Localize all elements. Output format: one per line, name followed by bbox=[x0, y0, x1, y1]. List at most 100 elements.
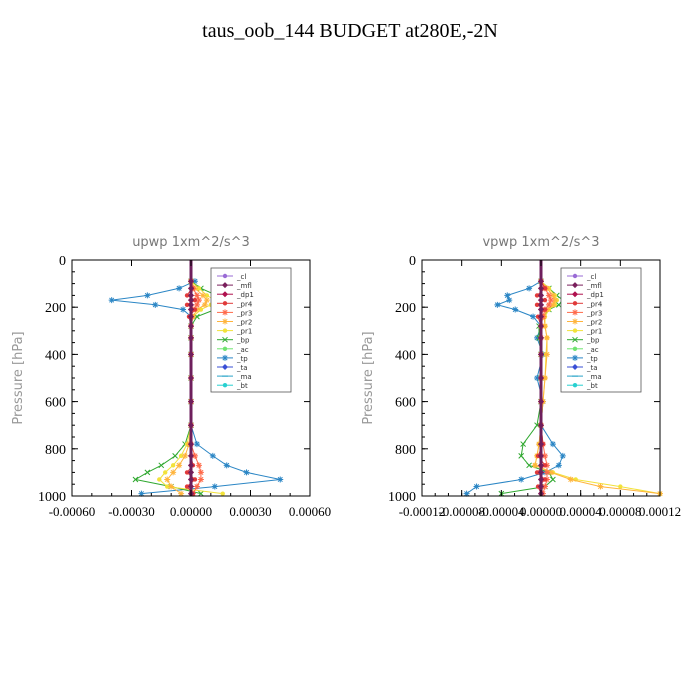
series-point bbox=[549, 441, 556, 448]
panel-title: vpwp 1xm^2/s^3 bbox=[482, 235, 599, 250]
legend-swatch-marker bbox=[572, 336, 578, 343]
series-point bbox=[168, 483, 175, 490]
legend-swatch-marker bbox=[222, 328, 228, 333]
x-tick-label: -0.00060 bbox=[49, 504, 96, 519]
series-point bbox=[197, 476, 204, 483]
series-line-tp bbox=[466, 280, 564, 495]
series-point bbox=[473, 483, 480, 490]
series-point bbox=[559, 452, 566, 459]
series-point bbox=[277, 476, 284, 483]
series-point bbox=[201, 301, 208, 308]
series-point bbox=[157, 477, 162, 482]
legend-label: _tp bbox=[586, 355, 598, 363]
series-point bbox=[549, 301, 556, 308]
y-tick-label: 200 bbox=[395, 301, 416, 316]
series-point bbox=[555, 301, 562, 308]
legend-label: _pr1 bbox=[236, 328, 252, 336]
legend-swatch-marker bbox=[572, 354, 578, 361]
series-point bbox=[543, 351, 550, 358]
legend-swatch-marker bbox=[572, 273, 578, 279]
legend-swatch-marker bbox=[222, 318, 228, 325]
series-point bbox=[195, 297, 202, 304]
series-point bbox=[196, 286, 202, 291]
series-point bbox=[193, 483, 200, 490]
series-point bbox=[547, 297, 554, 304]
series-point bbox=[191, 278, 198, 285]
series-point bbox=[198, 490, 204, 497]
series-point bbox=[545, 292, 552, 299]
series-point bbox=[545, 301, 552, 308]
series-point bbox=[144, 469, 151, 476]
x-tick-label: -0.00008 bbox=[438, 504, 485, 519]
legend-label: _bt bbox=[586, 382, 598, 390]
series-point bbox=[223, 462, 230, 469]
series-point bbox=[534, 470, 540, 475]
legend-label: _ta bbox=[236, 364, 248, 372]
series-point bbox=[551, 297, 558, 304]
x-tick-label: 0.00000 bbox=[170, 504, 212, 519]
series-point bbox=[178, 453, 184, 459]
legend-swatch-marker bbox=[572, 301, 578, 306]
x-tick-label: 0.00004 bbox=[560, 504, 603, 519]
legend-swatch-marker bbox=[572, 309, 578, 316]
series-point bbox=[534, 334, 541, 341]
series-point bbox=[542, 477, 548, 482]
series-point bbox=[597, 483, 604, 490]
series-point bbox=[567, 476, 574, 483]
series-point bbox=[192, 297, 198, 303]
series-point bbox=[193, 441, 200, 448]
series-line-bp bbox=[501, 280, 564, 495]
legend-swatch-marker bbox=[572, 282, 578, 289]
legend-swatch-marker bbox=[222, 354, 228, 361]
legend-swatch-marker bbox=[222, 309, 228, 316]
series-point bbox=[542, 297, 548, 303]
panel-upwp: upwp 1xm^2/s^3 Pressure [hPa] -0.00060 -0.0… bbox=[11, 235, 331, 519]
series-point bbox=[530, 313, 537, 320]
series-point bbox=[170, 463, 176, 468]
series-point bbox=[550, 476, 556, 483]
legend-label: _bp bbox=[236, 337, 250, 345]
legend-swatch-marker bbox=[222, 273, 228, 279]
legend-label: _pr4 bbox=[236, 300, 253, 308]
series-point bbox=[163, 470, 168, 475]
series-point bbox=[132, 476, 139, 483]
legend-label: _pr2 bbox=[236, 319, 252, 327]
legend-swatch-marker bbox=[222, 383, 228, 388]
series-point bbox=[534, 375, 541, 381]
series-point bbox=[198, 307, 204, 312]
series-point bbox=[197, 469, 204, 476]
series-point bbox=[541, 483, 548, 490]
legend-label: _ma bbox=[586, 373, 602, 381]
figure-title: taus_oob_144 BUDGET at280E,-2N bbox=[202, 20, 498, 42]
series-point bbox=[518, 476, 525, 483]
series-point bbox=[506, 297, 513, 304]
x-tick-label: -0.00030 bbox=[108, 504, 155, 519]
series-point bbox=[543, 334, 550, 341]
series-point bbox=[158, 462, 165, 469]
x-tick-label: 0.00012 bbox=[639, 504, 681, 519]
legend-label: _mfl bbox=[586, 282, 602, 290]
legend-swatch-marker bbox=[222, 364, 228, 370]
series-point bbox=[164, 476, 171, 483]
y-tick-label: 0 bbox=[59, 254, 66, 269]
series-point bbox=[463, 490, 470, 497]
series-point bbox=[526, 285, 533, 292]
series-point bbox=[534, 293, 540, 298]
series-point bbox=[547, 469, 554, 476]
series-point bbox=[178, 490, 185, 497]
y-tick-label: 600 bbox=[45, 396, 66, 411]
legend-label: _cl bbox=[236, 273, 246, 281]
legend-swatch-marker bbox=[572, 318, 578, 325]
series-point bbox=[532, 462, 539, 469]
legend-label: _pr1 bbox=[586, 328, 602, 336]
series-point bbox=[180, 306, 187, 313]
legend-label: _pr3 bbox=[236, 309, 252, 317]
series-point bbox=[504, 292, 511, 299]
series-point bbox=[220, 491, 225, 496]
legend-label: _ma bbox=[236, 373, 252, 381]
series-point bbox=[520, 441, 527, 447]
series-point bbox=[138, 490, 145, 497]
series-point bbox=[170, 469, 177, 476]
legend-label: _dp1 bbox=[586, 291, 604, 299]
legend-label: _bp bbox=[586, 337, 600, 345]
